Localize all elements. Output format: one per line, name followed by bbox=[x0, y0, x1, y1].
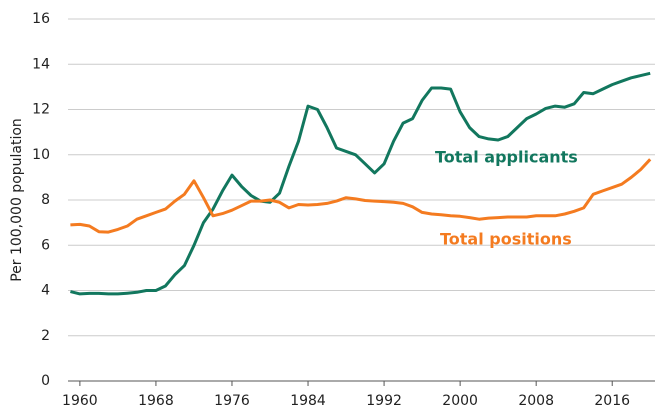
x-tick-label: 1968 bbox=[138, 393, 174, 409]
y-tick-label: 12 bbox=[32, 102, 50, 118]
line bbox=[70, 158, 652, 234]
y-tick-label: 8 bbox=[41, 192, 50, 208]
y-tick-label: 0 bbox=[41, 373, 50, 389]
line bbox=[70, 71, 651, 296]
series-label: Total positions bbox=[440, 230, 572, 249]
x-tick-label: 2000 bbox=[442, 393, 478, 409]
x-tick-label: 2008 bbox=[518, 393, 554, 409]
y-tick-label: 14 bbox=[32, 56, 50, 72]
y-tick-label: 4 bbox=[41, 283, 50, 299]
x-tick-label: 1984 bbox=[290, 393, 326, 409]
x-tick-label: 2016 bbox=[594, 393, 630, 409]
y-axis-label: Per 100,000 population bbox=[9, 118, 25, 282]
x-tick-label: 1976 bbox=[214, 393, 250, 409]
x-tick-label: 1992 bbox=[366, 393, 402, 409]
y-tick-label: 10 bbox=[32, 147, 50, 163]
x-tick-label: 1960 bbox=[62, 393, 98, 409]
y-tick-label: 6 bbox=[41, 237, 50, 253]
y-tick-label: 2 bbox=[41, 328, 50, 344]
series-label: Total applicants bbox=[435, 148, 578, 167]
y-tick-label: 16 bbox=[32, 11, 50, 27]
